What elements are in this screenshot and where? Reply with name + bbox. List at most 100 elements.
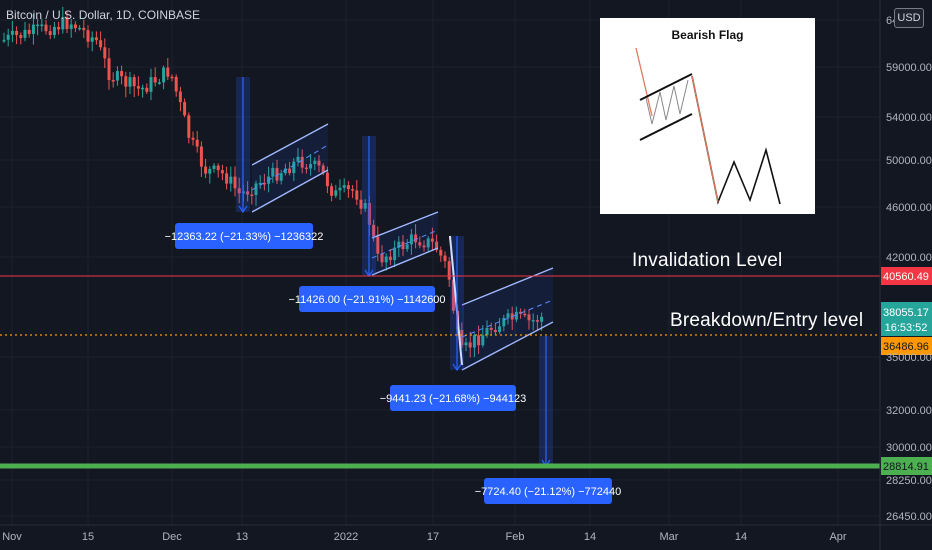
channel-mid: [461, 299, 554, 338]
target-price: 28814.91: [883, 461, 929, 473]
candle-body: [73, 24, 77, 29]
measure-label: −7724.40 (−21.12%) −772440: [475, 486, 622, 498]
candle-body: [481, 335, 485, 346]
candle-body: [443, 255, 447, 262]
candle-body: [195, 139, 199, 147]
candle-body: [464, 342, 468, 346]
x-tick-label: Feb: [506, 531, 525, 543]
candle-body: [52, 26, 56, 36]
candle-body: [502, 317, 506, 327]
bearish-flag-diagram: Bearish Flag: [600, 18, 815, 214]
channel-upper: [371, 211, 439, 239]
measure-boxes: −12363.22 (−21.33%) −1236322 −11426.00 (−…: [165, 77, 622, 504]
y-tick-label: 30000.00: [886, 442, 932, 454]
x-tick-label: Dec: [162, 531, 182, 543]
candle-body: [401, 241, 405, 250]
candle-body: [99, 40, 103, 48]
candle-body: [540, 316, 544, 322]
candle-body: [78, 27, 82, 30]
candle-body: [233, 176, 237, 189]
candle-body: [120, 71, 124, 77]
candle-body: [309, 163, 313, 169]
candle-body: [199, 146, 203, 167]
measure-label: −9441.23 (−21.68%) −944123: [380, 393, 527, 405]
candle-body: [10, 30, 14, 35]
candle-body: [111, 79, 115, 82]
y-tick-label: 54000.00: [886, 112, 932, 124]
candle-body: [149, 77, 153, 92]
candle-body: [477, 335, 481, 346]
candle-body: [363, 202, 367, 209]
y-tick-label: 28250.00: [886, 475, 932, 487]
candle-body: [6, 34, 10, 40]
candle-body: [283, 168, 287, 174]
flagpole: [449, 235, 463, 366]
candle-body: [334, 190, 338, 196]
invalidation-price: 40560.49: [883, 271, 929, 283]
last-price-tag: [881, 302, 932, 336]
candle-body: [57, 26, 61, 30]
candle-body: [355, 190, 359, 200]
candle-body: [405, 244, 409, 250]
countdown: 16:53:52: [885, 322, 928, 334]
candle-body: [325, 172, 329, 187]
x-tick-label: 13: [236, 531, 248, 543]
y-tick-label: 26450.00: [886, 511, 932, 523]
inset-title: Bearish Flag: [671, 28, 744, 42]
candle-body: [216, 165, 220, 171]
measure-label-box: [299, 286, 435, 312]
x-tick-label: Mar: [660, 531, 679, 543]
candle-body: [258, 182, 262, 185]
channel-mid: [371, 229, 439, 259]
candle-body: [153, 77, 157, 83]
candle-body: [40, 24, 44, 27]
candle-body: [468, 342, 472, 348]
measure-label: −11426.00 (−21.91%) −1142600: [288, 294, 445, 306]
channel-fill: [252, 124, 328, 212]
candle-body: [397, 241, 401, 248]
flag-channels: [251, 123, 554, 371]
candle-body: [48, 31, 52, 36]
candles: [2, 6, 544, 358]
candle-body: [61, 17, 65, 30]
breakdown-note: Breakdown/Entry level: [670, 310, 864, 331]
candle-body: [388, 256, 392, 261]
candle-body: [514, 311, 518, 320]
candle-body: [229, 176, 233, 184]
candle-body: [145, 87, 149, 92]
channel-lower: [371, 247, 439, 276]
candle-body: [86, 30, 90, 42]
candle-body: [439, 249, 443, 256]
candle-body: [31, 24, 35, 34]
candle-body: [393, 247, 397, 261]
currency-button[interactable]: USD: [894, 8, 924, 28]
candle-body: [170, 76, 174, 79]
entry-tag: [881, 337, 932, 355]
candle-body: [250, 194, 254, 197]
measure-arrowhead: [238, 205, 248, 214]
candle-body: [430, 238, 434, 242]
candle-body: [36, 24, 40, 27]
candle-body: [82, 27, 86, 31]
candle-body: [296, 156, 300, 162]
candle-body: [485, 327, 489, 336]
candle-body: [489, 327, 493, 330]
candle-body: [132, 77, 136, 87]
candle-body: [418, 242, 422, 246]
candle-body: [460, 330, 464, 346]
candle-body: [94, 37, 98, 41]
candle-body: [426, 238, 430, 248]
candle-body: [342, 185, 346, 188]
candle-body: [107, 58, 111, 80]
candle-body: [208, 168, 212, 174]
channel-mid: [251, 144, 329, 191]
candle-body: [220, 170, 224, 174]
candle-body: [313, 160, 317, 164]
candle-body: [523, 313, 527, 316]
measure-arrowhead: [452, 363, 462, 372]
measure-label: −12363.22 (−21.33%) −1236322: [165, 231, 324, 243]
candle-body: [124, 76, 128, 87]
candle-body: [317, 160, 321, 166]
candle-body: [141, 87, 145, 90]
